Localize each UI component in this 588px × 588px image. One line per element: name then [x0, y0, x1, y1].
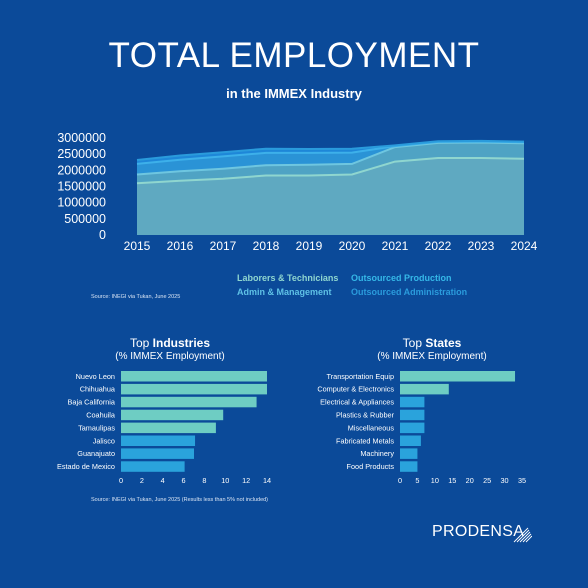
bar	[400, 461, 418, 472]
bar-x-tick-label: 5	[415, 476, 419, 485]
legend-outsourced-admin: Outsourced Administration	[351, 287, 468, 297]
bar-category-label: Machinery	[360, 449, 394, 458]
bar-x-tick-label: 15	[448, 476, 456, 485]
x-tick-label: 2018	[253, 239, 280, 253]
bar-category-label: Transportation Equip	[327, 372, 394, 381]
area-outsourced-production	[137, 141, 524, 175]
area-laborers-technicians	[137, 158, 524, 235]
page-subtitle: in the IMMEX Industry	[226, 86, 362, 101]
bar-x-tick-label: 0	[119, 476, 123, 485]
industries-title-bold: Industries	[152, 336, 211, 350]
legend-outsourced-production: Outsourced Production	[351, 273, 452, 283]
bars-source: Source: INEGI via Tukan, June 2025 (Resu…	[91, 497, 269, 503]
bar	[121, 435, 196, 446]
bar	[121, 409, 224, 421]
y-tick-label: 0	[99, 228, 106, 242]
x-tick-label: 2017	[210, 239, 237, 253]
bar-category-label: Estado de Mexico	[57, 462, 115, 471]
page-title: TOTAL EMPLOYMENT	[108, 36, 480, 75]
bar-x-tick-label: 30	[501, 476, 509, 485]
bar-x-tick-label: 6	[182, 476, 186, 485]
industries-title-plain: Top	[129, 336, 153, 350]
prodensa-logo-icon	[513, 527, 532, 543]
bar-x-tick-label: 12	[242, 476, 250, 485]
y-tick-label: 2000000	[57, 163, 106, 177]
bar-category-label: Plastics & Rubber	[336, 410, 395, 419]
x-tick-label: 2023	[468, 239, 495, 253]
bar-category-label: Jalisco	[93, 436, 115, 445]
bar-category-label: Nuevo Leon	[76, 372, 115, 381]
bar	[400, 422, 425, 434]
states-title-plain: Top	[402, 336, 426, 350]
y-tick-label: 1000000	[57, 196, 106, 210]
bar-x-tick-label: 8	[202, 476, 206, 485]
bar-category-label: Fabricated Metals	[336, 436, 394, 445]
bar-x-tick-label: 2	[140, 476, 144, 485]
bar-x-tick-label: 25	[483, 476, 491, 485]
bar	[121, 383, 267, 395]
bar-x-tick-label: 0	[398, 476, 402, 485]
bar	[121, 396, 257, 408]
x-tick-label: 2022	[425, 239, 452, 253]
bar	[400, 448, 418, 459]
bar	[121, 461, 185, 472]
bar-category-label: Tamaulipas	[78, 423, 115, 432]
bar-x-tick-label: 20	[466, 476, 474, 485]
x-tick-label: 2020	[339, 239, 366, 253]
bar-category-label: Electrical & Appliances	[320, 398, 394, 407]
line-outsourced-administration	[136, 139, 525, 161]
bar-x-tick-label: 14	[263, 476, 271, 485]
industries-title: Top Industries	[60, 336, 280, 350]
bar-x-tick-label: 10	[221, 476, 229, 485]
bar-category-label: Computer & Electronics	[317, 385, 394, 394]
bar	[400, 409, 425, 421]
bar	[400, 383, 449, 395]
bar	[400, 396, 425, 408]
industries-subtitle: (% IMMEX Employment)	[115, 351, 225, 362]
area-chart-source: Source: INEGI via Tukan, June 2025	[91, 294, 181, 300]
bar-category-label: Baja California	[68, 398, 116, 407]
bar-x-tick-label: 4	[161, 476, 165, 485]
x-tick-label: 2024	[511, 239, 538, 253]
bar-category-label: Food Products	[347, 462, 395, 471]
bar	[121, 448, 194, 459]
bar-category-label: Chihuahua	[80, 385, 116, 394]
bar-category-label: Guanajuato	[77, 449, 115, 458]
brand-logo-text: PRODENSA	[432, 523, 525, 540]
legend-admin: Admin & Management	[237, 287, 332, 297]
y-tick-label: 500000	[64, 212, 106, 226]
x-tick-label: 2016	[167, 239, 194, 253]
bar	[121, 422, 216, 434]
bar	[400, 435, 421, 446]
bar	[121, 371, 267, 382]
line-laborers-technicians	[136, 157, 525, 185]
states-title: Top States	[322, 336, 542, 350]
states-title-bold: States	[425, 336, 462, 350]
area-admin-management	[137, 142, 524, 184]
legend-laborers: Laborers & Technicians	[237, 273, 339, 283]
bar-x-tick-label: 35	[518, 476, 526, 485]
x-tick-label: 2015	[124, 239, 151, 253]
states-subtitle: (% IMMEX Employment)	[377, 351, 487, 362]
y-tick-label: 3000000	[57, 131, 106, 145]
bar-category-label: Miscellaneous	[348, 423, 395, 432]
bar-x-tick-label: 10	[431, 476, 439, 485]
y-tick-label: 2500000	[57, 147, 106, 161]
bar-category-label: Coahuila	[86, 410, 116, 419]
y-tick-label: 1500000	[57, 180, 106, 194]
x-tick-label: 2021	[382, 239, 409, 253]
x-tick-label: 2019	[296, 239, 323, 253]
bar	[400, 371, 516, 382]
